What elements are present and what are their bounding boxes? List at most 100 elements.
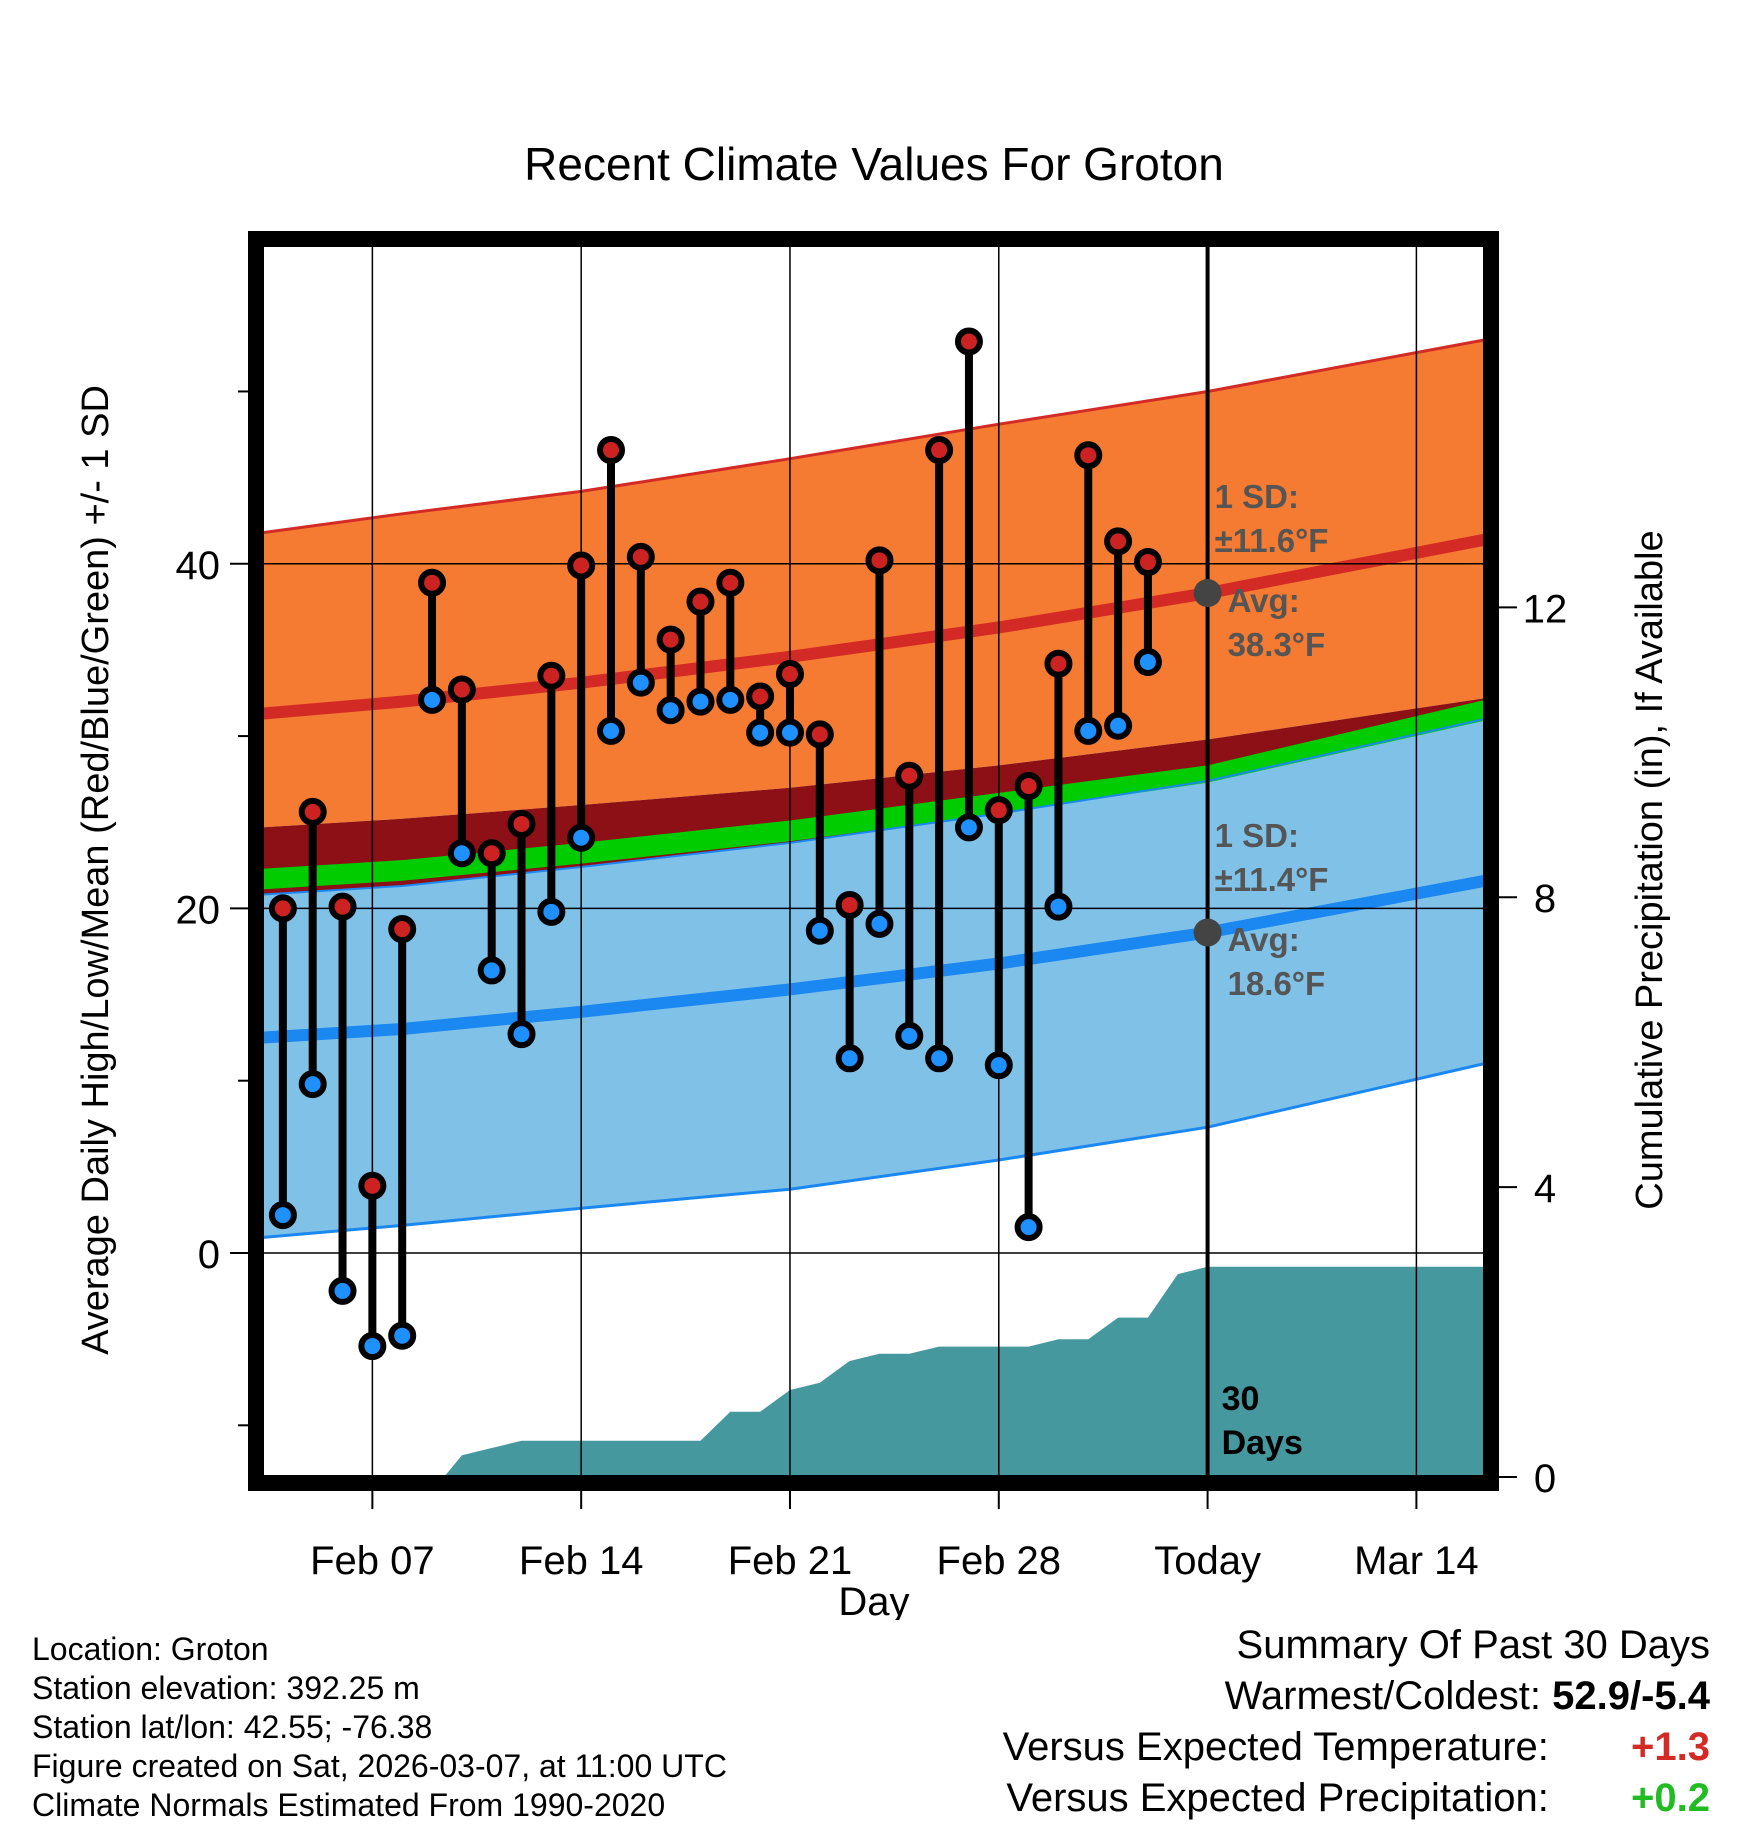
- high-avg-label: Avg:: [1228, 582, 1300, 619]
- daily-high-point: [746, 682, 775, 711]
- temp-row: Versus Expected Temperature: +1.3: [1003, 1722, 1710, 1773]
- daily-high-point: [1133, 548, 1162, 577]
- y2-tick-label: 0: [1534, 1457, 1556, 1501]
- daily-low-point: [686, 687, 715, 716]
- created-text: Figure created on Sat, 2026-03-07, at 11…: [32, 1748, 727, 1784]
- temp-label: Versus Expected Temperature:: [1002, 1725, 1549, 1769]
- warm-cold-value: 52.9/-5.4: [1552, 1674, 1710, 1718]
- daily-high-point: [775, 660, 804, 689]
- daily-low-point: [328, 1276, 357, 1305]
- daily-low-point: [656, 696, 685, 725]
- y2-axis-label: Cumulative Precipitation (in), If Availa…: [1629, 530, 1671, 1209]
- daily-high-point: [537, 661, 566, 690]
- location-text: Location: Groton: [32, 1631, 269, 1667]
- low-avg-label: Avg:: [1228, 921, 1300, 958]
- daily-low-point: [626, 668, 655, 697]
- daily-low-point: [358, 1332, 387, 1361]
- daily-low-point: [1133, 647, 1162, 676]
- days-count-label: 30: [1222, 1380, 1260, 1418]
- daily-high-point: [656, 625, 685, 654]
- daily-low-point: [954, 813, 983, 842]
- plot-frame: [248, 231, 1499, 1491]
- plot-area: 1 SD: ±11.6°F Avg: 38.3°F 1 SD: ±11.4°F Avg: 18…: [176, 231, 1568, 1583]
- elevation-text: Station elevation: 392.25 m: [32, 1670, 420, 1706]
- daily-high-point: [1014, 772, 1043, 801]
- daily-high-point: [1104, 527, 1133, 556]
- daily-low-point: [865, 909, 894, 938]
- daily-low-point: [1044, 892, 1073, 921]
- precip-value: +0.2: [1631, 1776, 1710, 1820]
- daily-low-point: [507, 1020, 536, 1049]
- x-axis-label: Day: [838, 1580, 909, 1620]
- daily-low-point: [984, 1051, 1013, 1080]
- y2-tick-label: 8: [1534, 877, 1556, 921]
- warm-cold-row: Warmest/Coldest: 52.9/-5.4: [1003, 1671, 1710, 1722]
- daily-high-point: [716, 568, 745, 597]
- daily-high-point: [984, 796, 1013, 825]
- y-tick-label: 40: [176, 544, 221, 588]
- precip-label: Versus Expected Precipitation:: [1006, 1776, 1549, 1820]
- daily-low-point: [775, 718, 804, 747]
- y-tick-label: 0: [198, 1233, 220, 1277]
- temp-value: +1.3: [1631, 1725, 1710, 1769]
- y-tick-label: 20: [176, 888, 221, 932]
- daily-low-point: [895, 1021, 924, 1050]
- daily-low-point: [746, 718, 775, 747]
- y2-tick-label: 12: [1523, 587, 1568, 631]
- daily-low-point: [597, 716, 626, 745]
- daily-low-point: [418, 685, 447, 714]
- daily-high-point: [805, 720, 834, 749]
- daily-low-point: [925, 1044, 954, 1073]
- normal-high-band: [262, 339, 1485, 828]
- precip-row: Versus Expected Precipitation: +0.2: [1003, 1773, 1710, 1824]
- high-avg-marker: [1193, 579, 1222, 608]
- daily-low-point: [835, 1044, 864, 1073]
- daily-high-point: [567, 551, 596, 580]
- high-avg-value: 38.3°F: [1228, 626, 1326, 663]
- daily-high-point: [597, 436, 626, 465]
- daily-high-point: [925, 436, 954, 465]
- x-tick-label: Mar 14: [1354, 1539, 1479, 1583]
- warm-cold-label: Warmest/Coldest:: [1224, 1674, 1541, 1718]
- days-unit-label: Days: [1222, 1424, 1303, 1462]
- daily-low-point: [567, 823, 596, 852]
- daily-low-point: [537, 897, 566, 926]
- daily-low-point: [447, 839, 476, 868]
- daily-high-point: [477, 839, 506, 868]
- daily-low-point: [1014, 1213, 1043, 1242]
- climate-chart: Recent Climate Values For Groton 1 SD: ±1…: [75, 138, 1671, 1620]
- daily-low-point: [716, 685, 745, 714]
- daily-high-point: [507, 809, 536, 838]
- high-sd-value: ±11.6°F: [1215, 522, 1329, 559]
- daily-high-point: [358, 1171, 387, 1200]
- summary-heading: Summary Of Past 30 Days: [1236, 1623, 1710, 1667]
- daily-high-point: [686, 587, 715, 616]
- daily-low-point: [477, 956, 506, 985]
- high-sd-label: 1 SD:: [1215, 478, 1299, 515]
- precip-area: [262, 1266, 1485, 1477]
- daily-low-point: [1104, 711, 1133, 740]
- low-sd-label: 1 SD:: [1215, 817, 1299, 854]
- y2-tick-label: 4: [1534, 1167, 1556, 1211]
- daily-low-point: [805, 916, 834, 945]
- x-tick-label: Today: [1154, 1539, 1261, 1583]
- x-tick-label: Feb 07: [310, 1539, 435, 1583]
- low-avg-marker: [1193, 918, 1222, 947]
- low-sd-value: ±11.4°F: [1215, 861, 1329, 898]
- low-avg-value: 18.6°F: [1228, 965, 1326, 1002]
- summary-panel: Summary Of Past 30 Days Warmest/Coldest:…: [1003, 1620, 1710, 1824]
- normals-text: Climate Normals Estimated From 1990-2020: [32, 1787, 666, 1823]
- daily-high-point: [835, 890, 864, 919]
- chart-title: Recent Climate Values For Groton: [524, 138, 1224, 190]
- y-axis-label: Average Daily High/Low/Mean (Red/Blue/Gr…: [75, 385, 117, 1355]
- daily-high-point: [298, 797, 327, 826]
- daily-high-point: [895, 761, 924, 790]
- daily-low-point: [268, 1201, 297, 1230]
- daily-high-point: [865, 546, 894, 575]
- daily-high-point: [1074, 441, 1103, 470]
- daily-high-point: [418, 568, 447, 597]
- daily-high-point: [626, 542, 655, 571]
- latlon-text: Station lat/lon: 42.55; -76.38: [32, 1709, 433, 1745]
- daily-high-point: [447, 675, 476, 704]
- daily-high-point: [388, 915, 417, 944]
